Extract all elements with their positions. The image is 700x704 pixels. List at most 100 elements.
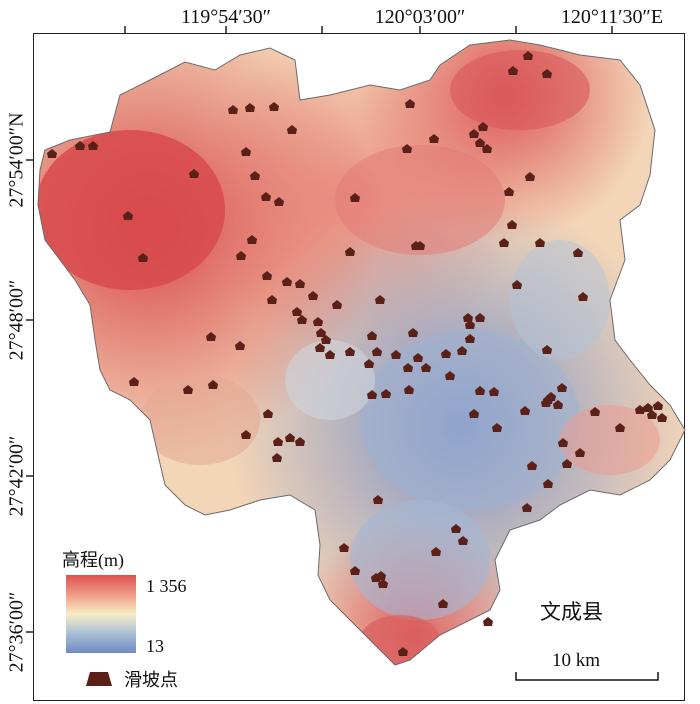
landslide-point	[138, 253, 148, 262]
legend-title: 高程(m)	[62, 550, 124, 570]
landslide-point	[405, 99, 415, 108]
landslide-point	[478, 122, 488, 131]
landslide-point	[573, 248, 583, 257]
landslide-point	[421, 363, 431, 372]
landslide-point	[123, 211, 133, 220]
lat-tick-2: 27°48′00″	[5, 279, 28, 361]
landslide-point	[332, 300, 342, 309]
landslide-point	[507, 220, 517, 229]
landslide-point	[372, 347, 382, 356]
landslide-point	[542, 69, 552, 78]
landslide-point	[483, 617, 493, 626]
landslide-point	[445, 371, 455, 380]
landslide-point	[431, 547, 441, 556]
landslide-point	[512, 280, 522, 289]
landslide-point	[657, 413, 667, 422]
landslide-point	[313, 317, 323, 326]
landslide-point	[285, 433, 295, 442]
landslide-point	[578, 292, 588, 301]
landslide-point	[520, 406, 530, 415]
landslide-point	[391, 350, 401, 359]
county-name: 文成县	[540, 600, 603, 624]
landslide-point	[553, 400, 563, 409]
landslide-point	[535, 238, 545, 247]
elevation-colorbar	[66, 575, 136, 653]
lat-tick-4: 27°36′00″	[5, 591, 28, 673]
landslide-point	[465, 334, 475, 343]
landslide-point	[451, 524, 461, 533]
landslide-point	[88, 141, 98, 150]
landslide-point	[345, 347, 355, 356]
landslide-point	[381, 389, 391, 398]
landslide-point	[376, 571, 386, 580]
landslide-point	[241, 147, 251, 156]
landslide-point	[523, 51, 533, 60]
landslide-point	[378, 579, 388, 588]
landslide-point	[543, 479, 553, 488]
landslide-point	[261, 192, 271, 201]
landslide-point	[475, 313, 485, 322]
landslide-point	[653, 401, 663, 410]
landslide-point	[206, 332, 216, 341]
landslide-point	[339, 543, 349, 552]
landslide-point	[465, 320, 475, 329]
landslide-point	[273, 437, 283, 446]
landslide-point	[575, 448, 585, 457]
landslide-point	[557, 383, 567, 392]
landslide-point	[558, 438, 568, 447]
landslide-point	[441, 349, 451, 358]
landslide-point	[475, 138, 485, 147]
landslide-point	[492, 423, 502, 432]
landslide-point	[325, 350, 335, 359]
landslide-point	[429, 134, 439, 143]
landslide-point	[292, 307, 302, 316]
landslide-points	[47, 51, 667, 656]
landslide-point	[262, 271, 272, 280]
landslide-point	[489, 387, 499, 396]
lon-tick-1: 119°54′30″	[181, 6, 271, 28]
lat-tick-1: 27°54′00″N	[5, 112, 28, 208]
landslide-point	[267, 295, 277, 304]
landslide-point	[245, 103, 255, 112]
landslide-point	[367, 390, 377, 399]
landslide-point	[469, 409, 479, 418]
landslide-point	[413, 353, 423, 362]
landslide-point	[272, 453, 282, 462]
landslide-point	[525, 172, 535, 181]
landslide-point	[345, 247, 355, 256]
landslide-legend-icon	[86, 672, 112, 686]
landslide-point	[643, 403, 653, 412]
landslide-point	[590, 407, 600, 416]
graticule-ticks	[26, 26, 613, 633]
landslide-point	[189, 169, 199, 178]
landslide-point	[208, 380, 218, 389]
landslide-point	[415, 241, 425, 250]
landslide-point	[527, 461, 537, 470]
legend-landslide-label: 滑坡点	[124, 670, 178, 690]
landslide-point	[75, 141, 85, 150]
landslide-point	[183, 385, 193, 394]
landslide-point	[373, 495, 383, 504]
landslide-point	[408, 328, 418, 337]
landslide-point	[364, 359, 374, 368]
landslide-point	[647, 410, 657, 419]
landslide-point	[504, 187, 514, 196]
landslide-point	[235, 341, 245, 350]
landslide-point	[398, 647, 408, 656]
landslide-point	[402, 144, 412, 153]
legend-low-value: 13	[146, 636, 164, 656]
landslide-point	[403, 363, 413, 372]
landslide-point	[47, 149, 57, 158]
landslide-point	[542, 345, 552, 354]
landslide-point	[250, 171, 260, 180]
lon-tick-3: 120°11′30″E	[560, 6, 664, 28]
landslide-point	[562, 459, 572, 468]
landslide-point	[458, 536, 468, 545]
landslide-point	[350, 193, 360, 202]
landslide-point	[263, 409, 273, 418]
landslide-point	[316, 328, 326, 337]
landslide-point	[241, 430, 251, 439]
landslide-point	[367, 331, 377, 340]
landslide-point	[522, 503, 532, 512]
landslide-point	[469, 129, 479, 138]
